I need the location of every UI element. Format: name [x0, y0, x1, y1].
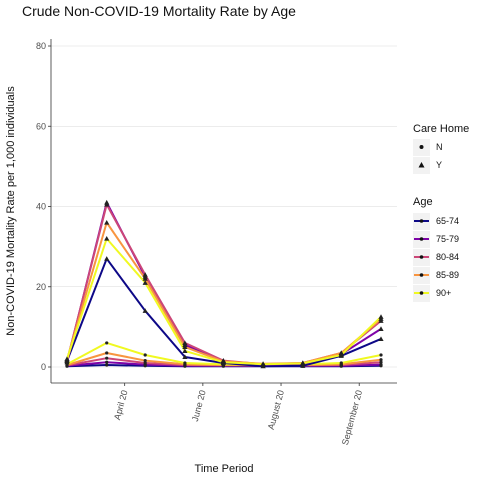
data-point-triangle — [104, 201, 110, 207]
x-axis-title: Time Period — [195, 463, 254, 475]
data-point-triangle — [338, 352, 344, 358]
x-tick-label: April 20 — [112, 389, 130, 421]
legend-shape-title: Care Home — [413, 123, 469, 135]
legend-shape-label: N — [436, 142, 443, 152]
data-point-circle — [379, 360, 383, 364]
data-point-circle — [143, 361, 147, 365]
data-point-circle — [105, 341, 109, 345]
y-axis-ticks: 0 20 40 60 80 — [36, 41, 51, 372]
y-axis-title: Non-COVID-19 Mortality Rate per 1,000 in… — [5, 86, 17, 336]
data-point-triangle — [220, 359, 226, 365]
data-point-triangle — [142, 280, 148, 285]
y-tick-label: 0 — [41, 362, 46, 372]
legend-shape-label: Y — [436, 160, 442, 170]
data-point-triangle — [378, 326, 384, 331]
data-point-circle — [105, 363, 109, 367]
data-point-triangle — [142, 308, 148, 313]
data-point-triangle — [182, 354, 188, 360]
data-point-triangle — [378, 336, 384, 341]
data-point-triangle — [142, 272, 148, 277]
series-markers — [64, 199, 384, 369]
plot-panel — [51, 39, 397, 383]
y-tick-label: 40 — [36, 202, 46, 212]
legend-triangle-icon — [418, 162, 425, 168]
legend-color-label: 75-79 — [436, 234, 459, 244]
x-axis-ticks: April 20 June 20 August 20 September 20 — [112, 383, 364, 446]
legend-color-label: 65-74 — [436, 216, 459, 226]
data-point-triangle — [104, 256, 110, 261]
data-point-circle — [105, 356, 109, 360]
data-point-triangle — [378, 314, 384, 319]
data-point-circle — [143, 353, 147, 357]
legend-color-label: 80-84 — [436, 252, 459, 262]
chart-title: Crude Non-COVID-19 Mortality Rate by Age — [22, 3, 296, 19]
legend-point-icon — [419, 291, 424, 295]
data-point-triangle — [64, 356, 70, 362]
data-point-triangle — [260, 361, 266, 367]
data-point-circle — [379, 353, 383, 357]
data-point-triangle — [182, 344, 188, 350]
data-point-circle — [379, 358, 383, 362]
data-point-triangle — [104, 219, 110, 225]
data-point-circle — [379, 362, 383, 367]
x-tick-label: September 20 — [340, 389, 364, 446]
plot-area: 0 20 40 60 80 April 20 June 20 August 20 Septem… — [36, 39, 397, 446]
legend-shape-items: NY — [413, 139, 443, 174]
y-tick-label: 80 — [36, 41, 46, 51]
data-point-circle — [339, 361, 343, 365]
legend-point-icon — [419, 219, 424, 223]
legend: Care Home NY Age 65-74 75-79 80-84 85-89 90+ — [413, 123, 469, 302]
legend-color-label: 85-89 — [436, 270, 459, 280]
legend-color-title: Age — [413, 196, 433, 208]
x-tick-label: June 20 — [190, 389, 208, 423]
legend-circle-icon — [419, 145, 424, 149]
legend-point-icon — [419, 273, 424, 277]
legend-color-label: 90+ — [436, 288, 451, 298]
x-tick-label: August 20 — [266, 389, 286, 431]
y-tick-label: 20 — [36, 282, 46, 292]
data-point-circle — [105, 360, 109, 364]
data-point-circle — [105, 351, 109, 355]
legend-color-items: 65-74 75-79 80-84 85-89 90+ — [413, 213, 459, 302]
data-point-triangle — [182, 348, 188, 354]
data-point-triangle — [142, 276, 148, 281]
data-point-triangle — [300, 360, 306, 366]
data-point-circle — [183, 361, 187, 365]
data-point-triangle — [182, 340, 188, 346]
legend-point-icon — [419, 237, 424, 241]
legend-point-icon — [419, 255, 424, 259]
y-tick-label: 60 — [36, 121, 46, 131]
data-point-circle — [143, 358, 147, 363]
data-point-triangle — [104, 236, 110, 241]
